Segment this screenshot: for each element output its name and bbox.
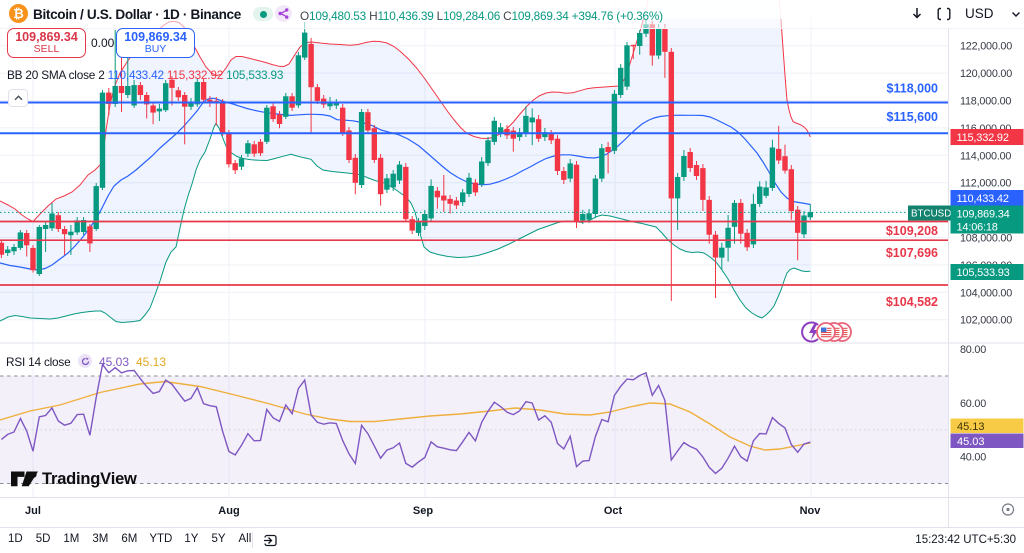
- svg-text:Jul: Jul: [25, 505, 41, 517]
- svg-text:$109,208: $109,208: [886, 224, 938, 238]
- svg-text:105,533.93: 105,533.93: [957, 267, 1010, 279]
- svg-text:80.00: 80.00: [960, 344, 986, 356]
- svg-text:Nov: Nov: [800, 505, 822, 517]
- svg-text:115,332.92: 115,332.92: [957, 132, 1009, 144]
- svg-text:122,000.00: 122,000.00: [960, 41, 1012, 53]
- svg-text:118,000.00: 118,000.00: [960, 96, 1011, 108]
- svg-text:112,000.00: 112,000.00: [960, 178, 1011, 190]
- svg-text:104,000.00: 104,000.00: [960, 287, 1012, 299]
- svg-text:60.00: 60.00: [960, 398, 986, 410]
- svg-text:14:06:18: 14:06:18: [957, 222, 998, 234]
- svg-text:45.13: 45.13: [957, 421, 985, 433]
- svg-text:TradingView: TradingView: [42, 470, 137, 488]
- svg-text:$104,582: $104,582: [886, 295, 938, 309]
- svg-text:$118,000: $118,000: [887, 82, 938, 96]
- svg-text:Sep: Sep: [413, 505, 433, 517]
- svg-text:114,000.00: 114,000.00: [960, 150, 1011, 162]
- svg-text:Oct: Oct: [604, 505, 623, 517]
- svg-text:109,869.34: 109,869.34: [957, 209, 1010, 221]
- svg-text:110,433.42: 110,433.42: [957, 193, 1009, 205]
- svg-text:120,000.00: 120,000.00: [960, 68, 1012, 80]
- svg-text:108,000.00: 108,000.00: [960, 233, 1012, 245]
- svg-text:$115,600: $115,600: [887, 110, 938, 124]
- svg-text:Aug: Aug: [218, 505, 239, 517]
- svg-text:102,000.00: 102,000.00: [960, 315, 1012, 327]
- svg-text:BTCUSD: BTCUSD: [911, 209, 951, 220]
- svg-text:40.00: 40.00: [960, 452, 986, 464]
- svg-text:45.03: 45.03: [957, 436, 985, 448]
- svg-text:$107,696: $107,696: [886, 246, 938, 260]
